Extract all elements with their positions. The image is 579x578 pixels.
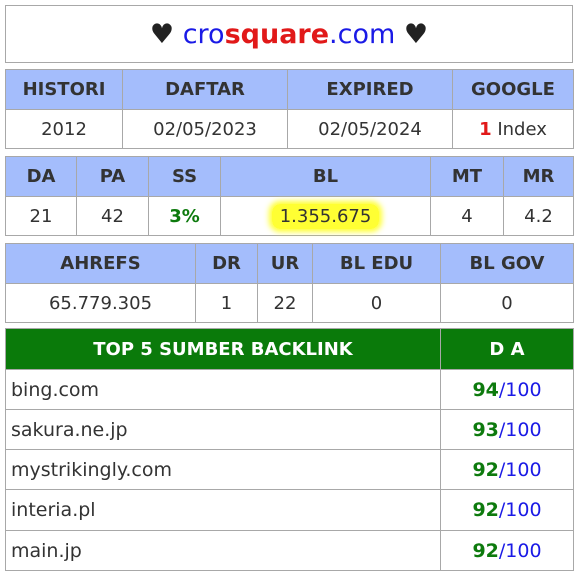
- google-count: 1: [479, 118, 492, 140]
- backlink-table: TOP 5 SUMBER BACKLINK D A bing.com 94/10…: [5, 328, 574, 571]
- backlink-da: 92/100: [440, 530, 574, 571]
- domain-part-3: .com: [329, 18, 396, 50]
- value-da: 21: [5, 196, 77, 236]
- header-ahrefs: AHREFS: [5, 243, 196, 284]
- backlink-da: 94/100: [440, 369, 574, 410]
- header-google: GOOGLE: [452, 69, 574, 110]
- header-mr: MR: [503, 156, 574, 197]
- backlink-site: mystrikingly.com: [5, 449, 441, 490]
- backlink-site: interia.pl: [5, 489, 441, 531]
- backlink-site: main.jp: [5, 530, 441, 571]
- header-bl: BL: [220, 156, 431, 197]
- backlink-da: 92/100: [440, 449, 574, 490]
- domain-part-1: cro: [182, 18, 225, 50]
- backlink-da: 93/100: [440, 409, 574, 450]
- header-histori: HISTORI: [5, 69, 123, 110]
- header-pa: PA: [76, 156, 149, 197]
- header-expired: EXPIRED: [287, 69, 453, 110]
- header-mt: MT: [430, 156, 504, 197]
- value-ur: 22: [257, 283, 313, 323]
- header-dr: DR: [195, 243, 258, 284]
- value-daftar: 02/05/2023: [122, 109, 288, 149]
- value-dr: 1: [195, 283, 258, 323]
- header-daftar: DAFTAR: [122, 69, 288, 110]
- value-bl-gov: 0: [440, 283, 574, 323]
- header-backlink-da: D A: [440, 328, 574, 370]
- ahrefs-table: AHREFS DR UR BL EDU BL GOV 65.779.305 1 …: [5, 243, 574, 323]
- history-table: HISTORI DAFTAR EXPIRED GOOGLE 2012 02/05…: [5, 69, 574, 149]
- heart-icon: ♥: [149, 18, 175, 50]
- header-backlink-source: TOP 5 SUMBER BACKLINK: [5, 328, 441, 370]
- backlink-da: 92/100: [440, 489, 574, 531]
- domain-part-2: square: [224, 18, 330, 50]
- metrics-table: DA PA SS BL MT MR 21 42 3% 1.355.675 4 4…: [5, 156, 574, 236]
- value-ahrefs: 65.779.305: [5, 283, 196, 323]
- value-bl-edu: 0: [312, 283, 441, 323]
- value-mt: 4: [430, 196, 504, 236]
- google-label: Index: [497, 118, 547, 140]
- header-da: DA: [5, 156, 77, 197]
- value-ss: 3%: [148, 196, 221, 236]
- value-mr: 4.2: [503, 196, 574, 236]
- backlink-site: bing.com: [5, 369, 441, 410]
- backlink-site: sakura.ne.jp: [5, 409, 441, 450]
- header-ss: SS: [148, 156, 221, 197]
- value-google: 1 Index: [452, 109, 574, 149]
- header-ur: UR: [257, 243, 313, 284]
- domain-title: ♥ cro square .com ♥: [5, 5, 573, 63]
- bl-highlight: 1.355.675: [271, 203, 380, 229]
- value-bl: 1.355.675: [220, 196, 431, 236]
- value-pa: 42: [76, 196, 149, 236]
- heart-icon: ♥: [403, 18, 429, 50]
- value-histori: 2012: [5, 109, 123, 149]
- header-bl-gov: BL GOV: [440, 243, 574, 284]
- value-expired: 02/05/2024: [287, 109, 453, 149]
- header-bl-edu: BL EDU: [312, 243, 441, 284]
